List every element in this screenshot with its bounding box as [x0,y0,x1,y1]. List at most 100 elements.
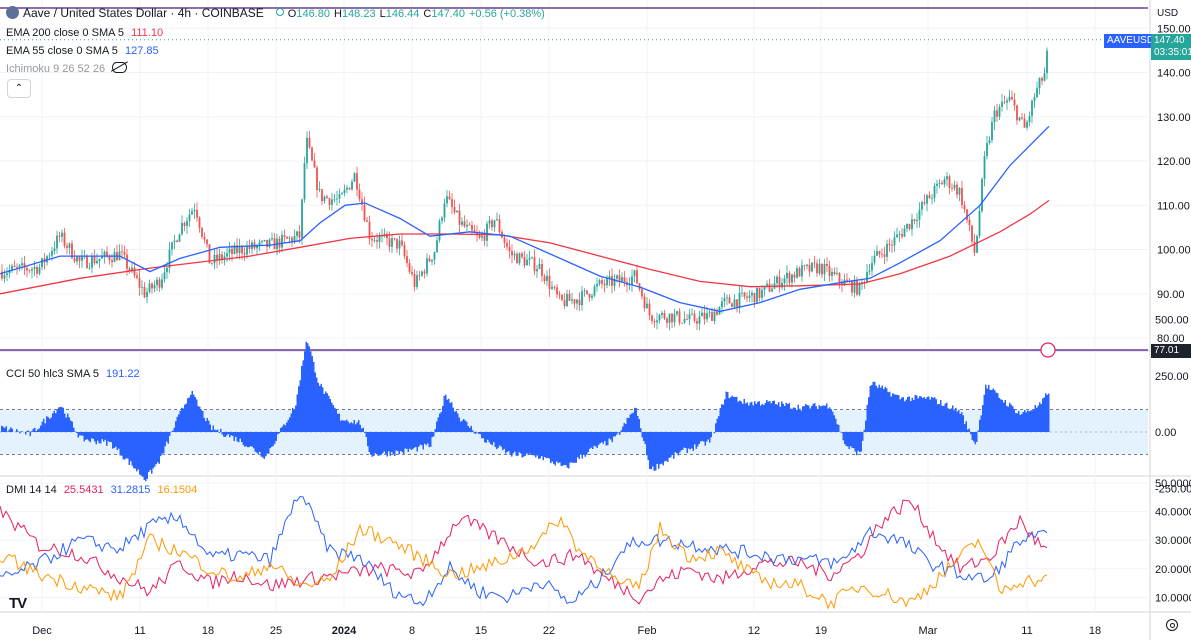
cci-bar [935,399,937,432]
cci-bar [779,406,781,432]
candle-body [973,241,976,253]
cci-bar [11,428,13,432]
cci-bar [281,426,283,432]
candle-body [121,251,123,253]
ema55-legend[interactable]: EMA 55 close 0 SMA 5 127.85 [6,43,163,59]
cci-bar [511,432,513,457]
cci-bar [539,432,541,459]
cci-bar [196,399,198,432]
candle-body [266,239,268,247]
candle-body [298,231,301,238]
cci-bar [128,432,130,466]
price-pane[interactable] [0,7,1148,358]
cci-bar [1009,402,1011,432]
cci-bar [224,432,226,437]
cci-bar [1048,393,1050,432]
symbol-title[interactable]: Aave / United States Dollar · 4h · COINB… [23,6,264,20]
cci-bar [722,404,724,432]
cci-bar [913,399,915,432]
candle-body [458,210,461,225]
candle-body [968,219,971,226]
cci-bar [991,389,993,432]
candle-body [978,211,981,237]
collapse-legend-button[interactable]: ⌃ [7,79,31,98]
cci-bar [887,392,889,432]
cci-bar [161,432,163,454]
cci-bar [275,432,277,441]
cci-bar [308,346,310,432]
tradingview-logo[interactable]: TV [9,595,27,612]
candle-body [906,223,908,229]
candle-body [1031,100,1033,116]
ema200-legend[interactable]: EMA 200 close 0 SMA 5 111.10 [6,25,167,41]
cci-bar [892,393,894,432]
dmi-pane[interactable] [0,495,1048,610]
cci-bar [611,432,613,443]
cci-bar [850,432,852,447]
candle-body [418,275,421,276]
candle-body [346,187,348,190]
candle-body [831,271,833,276]
cci-bar [184,404,186,432]
cci-bar [35,431,37,432]
cci-bar [548,432,550,459]
cci-bar [58,407,60,432]
candle-body [886,243,888,257]
candle-body [168,249,171,268]
cci-bar [55,413,57,432]
cci-bar [631,413,633,432]
cci-bar [959,413,961,432]
cci-bar [373,432,375,456]
cci-pane[interactable] [0,341,1148,482]
settings-gear-icon[interactable] [1166,619,1178,631]
candle-body [21,263,23,266]
candle-body [628,284,631,286]
cci-bar [328,395,330,432]
candle-body [211,263,213,264]
ichimoku-legend[interactable]: Ichimoku 9 26 52 26 [6,61,131,77]
cci-bar [247,432,249,448]
cci-bar [440,411,442,432]
cci-bar [1000,399,1002,432]
cci-bar [1016,413,1018,432]
cci-bar [793,407,795,432]
candle-body [658,315,661,321]
cci-bar [521,432,523,458]
cci-bar [434,429,436,432]
cci-bar [43,418,45,432]
cci-legend[interactable]: CCI 50 hlc3 SMA 5 191.22 [6,366,144,382]
candle-body [53,248,56,251]
cci-bar [620,430,622,432]
cci-bar [37,429,39,432]
cci-bar [883,389,885,432]
candle-body [508,246,511,252]
candle-body [178,234,181,242]
candle-body [281,235,283,248]
cci-bar [827,408,829,432]
cci-bar [238,432,240,443]
cci-bar [1012,406,1014,432]
candle-body [801,265,803,277]
cci-bar [592,432,594,450]
cci-bar [362,427,364,432]
cci-bar [526,432,528,454]
eye-hidden-icon[interactable] [112,62,128,73]
candle-body [111,260,113,263]
cci-bar [454,411,456,432]
cci-bar [136,432,138,472]
cci-bar [988,384,990,432]
price-tick-label: 110.00 [1157,200,1190,212]
cci-bar [265,432,267,457]
cci-bar [595,432,597,447]
currency-label[interactable]: USD [1157,8,1179,19]
cci-bar [178,414,180,432]
candle-body [308,137,311,148]
candle-body [603,283,606,286]
cci-bar [623,422,625,432]
candle-body [561,294,563,300]
dmi-legend[interactable]: DMI 14 14 25.5431 31.2815 16.1504 [6,482,201,498]
cci-bar [685,432,687,449]
candle-body [236,245,238,254]
cci-bar [725,391,727,432]
